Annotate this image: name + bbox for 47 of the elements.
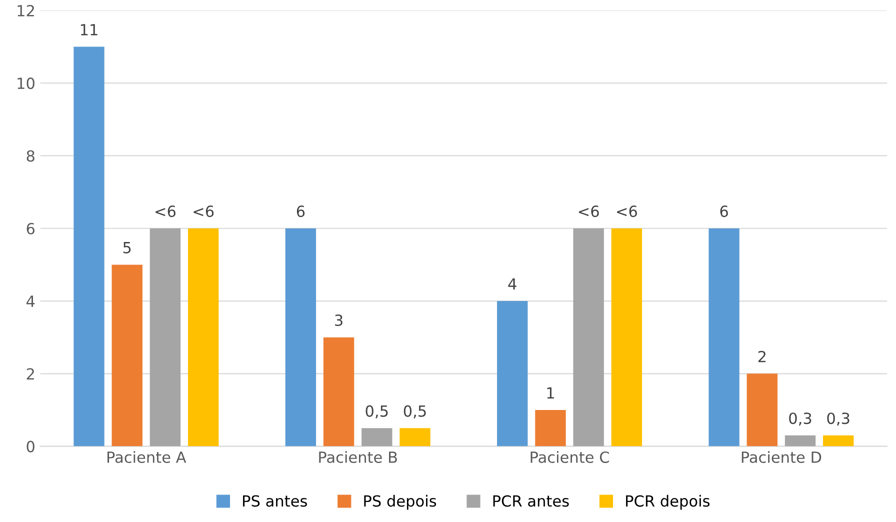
data-label: 0,3: [827, 412, 850, 426]
data-label: 0,5: [366, 405, 388, 418]
legend-label: PCR depois: [626, 494, 710, 510]
y-tick-label: 10: [18, 78, 34, 90]
legend-label: PS antes: [243, 495, 307, 507]
data-label: 1: [547, 387, 554, 398]
data-label: 3: [335, 314, 342, 326]
bar: [285, 228, 316, 446]
bar: [497, 301, 528, 446]
y-tick-label: 8: [26, 150, 34, 162]
data-label: 4: [508, 278, 516, 290]
bar: [708, 228, 740, 446]
y-tick-label: 12: [18, 4, 34, 16]
bar: [188, 228, 219, 446]
y-tick-label: 4: [26, 296, 35, 307]
bar: [611, 228, 642, 446]
x-tick-label: Paciente B: [319, 451, 397, 463]
legend-label: PCR antes: [493, 495, 569, 507]
data-label: 2: [758, 350, 766, 362]
bar: [400, 428, 430, 446]
data-label: <6: [156, 206, 176, 218]
x-tick-label: Paciente C: [530, 451, 609, 463]
data-label: 6: [720, 206, 728, 218]
bar: [746, 374, 778, 446]
bar: [150, 228, 181, 446]
x-tick-label: Paciente A: [108, 451, 186, 463]
data-label: 11: [80, 24, 98, 36]
data-label: 6: [296, 206, 305, 218]
bar: [573, 228, 604, 446]
data-label: <6: [194, 206, 214, 218]
bar: [823, 435, 854, 446]
data-label: 0,3: [789, 412, 812, 426]
legend-label: PS depois: [364, 494, 436, 510]
data-label: <6: [578, 206, 599, 218]
bar: [535, 410, 566, 446]
bar: [112, 264, 142, 446]
bar: [784, 435, 816, 446]
data-label: 0,5: [404, 405, 426, 418]
x-tick-label: Paciente D: [742, 451, 822, 463]
bar: [74, 46, 104, 446]
y-tick-label: 2: [26, 368, 34, 380]
y-tick-label: 6: [26, 222, 34, 234]
data-label: 5: [123, 242, 131, 254]
bar: [362, 428, 392, 446]
bar: [323, 337, 354, 446]
data-label: <6: [617, 206, 637, 218]
y-tick-label: 0: [26, 440, 34, 452]
